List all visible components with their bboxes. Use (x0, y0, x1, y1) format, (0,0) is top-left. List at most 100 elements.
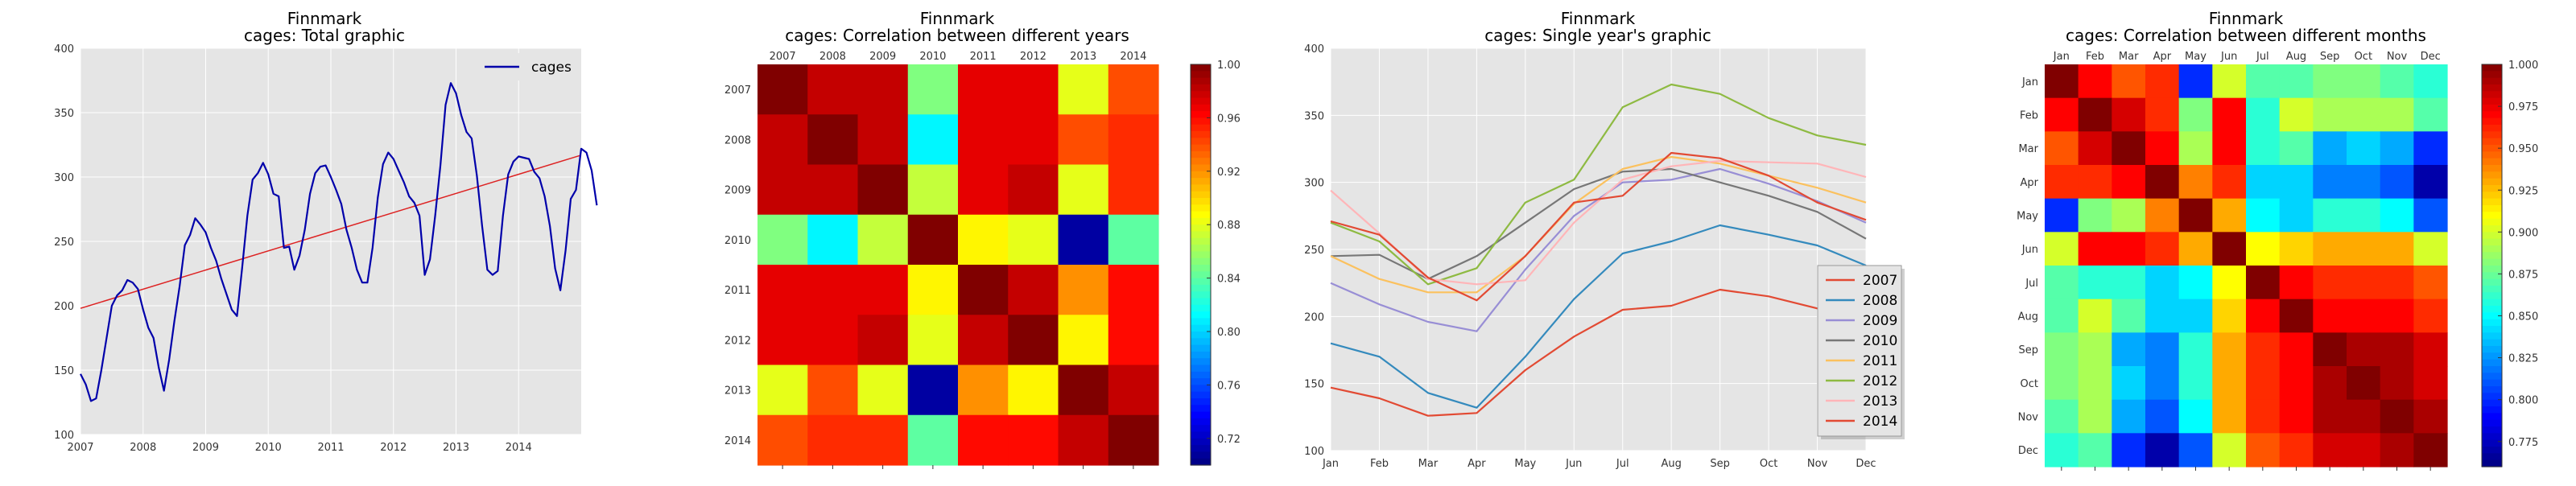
chart4-cell (2347, 332, 2381, 367)
chart4-cell (2380, 366, 2414, 401)
chart4-colorbar-segment (2482, 306, 2502, 313)
chart2-cell (1108, 214, 1159, 266)
chart2-colorbar-segment (1191, 84, 1211, 92)
chart2-colorbar-segment (1191, 344, 1211, 352)
chart4-cell (2380, 232, 2414, 266)
panel-month-correlation: Finnmark cages: Correlation between diff… (2017, 9, 2538, 471)
chart1-y-tick-label: 150 (54, 365, 74, 377)
panel-total-graphic: Finnmark cages: Total graphic 2007 2008 20… (54, 9, 598, 454)
chart1-legend: cages (475, 53, 575, 80)
chart3-ticks: Jan Feb Mar Apr May Jun Jul Aug Sep Oct Nov Dec 100 1… (1304, 43, 1876, 470)
chart2-colorbar-segment (1191, 445, 1211, 452)
chart2-colorbar-segment (1191, 237, 1211, 245)
chart4-cell (2380, 399, 2414, 434)
chart1-x-tick-label: 2007 (67, 442, 93, 454)
chart3-legend-label: 2008 (1863, 293, 1897, 309)
chart4-cell (2246, 399, 2281, 434)
chart2-colorbar-label: 0.80 (1217, 327, 1241, 339)
chart4-cell (2212, 433, 2247, 467)
chart4-cell (2078, 299, 2112, 333)
chart2-cell (1058, 364, 1109, 416)
chart1-ticks: 2007 2008 2009 2010 2011 2012 2013 2014 100 150 20… (54, 43, 532, 454)
chart4-cell (2279, 232, 2314, 266)
chart4-cell (2279, 433, 2314, 467)
chart4-colorbar-segment (2482, 245, 2502, 253)
chart2-colorbar-segment (1191, 385, 1211, 393)
chart4-cell (2178, 399, 2213, 434)
chart4-cell (2212, 366, 2247, 401)
chart2-colorbar-segment (1191, 391, 1211, 399)
chart4-cell (2347, 366, 2381, 401)
chart2-colorbar-segment (1191, 405, 1211, 413)
chart2-colorbar-segment (1191, 164, 1211, 172)
chart2-left-label: 2013 (724, 385, 751, 397)
chart4-cell (2279, 64, 2314, 99)
chart1-series (80, 82, 598, 402)
chart3-y-tick-label: 400 (1304, 43, 1324, 56)
chart4-colorbar-segment (2482, 319, 2502, 327)
chart4-cell (2112, 131, 2146, 166)
chart3-x-tick-label: Aug (1661, 458, 1681, 470)
chart4-cell (2380, 64, 2414, 99)
chart3-x-tick-label: May (1514, 458, 1536, 470)
chart2-colorbar-segment (1191, 104, 1211, 112)
chart2-top-label: 2009 (869, 51, 896, 63)
chart4-cell (2045, 299, 2079, 333)
chart2-colorbar-frame (1190, 64, 1212, 466)
chart4-colorbar-segment (2482, 399, 2502, 407)
chart4-cell (2380, 165, 2414, 200)
chart4-cell (2212, 97, 2247, 132)
chart2-cell (907, 214, 959, 266)
chart4-cell (2279, 131, 2314, 166)
chart4-colorbar-label: 0.925 (2508, 185, 2538, 197)
chart4-cell (2178, 198, 2213, 233)
chart4-top-label: Aug (2286, 51, 2306, 63)
chart4-colorbar-segment (2482, 171, 2502, 179)
chart2-left-label: 2012 (724, 335, 751, 347)
chart4-colorbar-segment (2482, 453, 2502, 461)
chart4-cell (2078, 366, 2112, 401)
chart4-cell (2145, 165, 2180, 200)
chart2-colorbar-segment (1191, 171, 1211, 179)
chart4-cell (2112, 198, 2146, 233)
chart4-colorbar-segment (2482, 312, 2502, 320)
chart4-cell (2145, 366, 2180, 401)
chart4-cell (2413, 332, 2448, 367)
chart3-series-line-2010 (1330, 167, 1867, 280)
chart2-cell (958, 315, 1009, 366)
chart2-cell (907, 265, 959, 315)
chart4-cell (2078, 399, 2112, 434)
chart3-x-tick-label: Jun (1565, 458, 1582, 470)
chart2-colorbar-segment (1191, 398, 1211, 406)
chart4-cell (2413, 266, 2448, 300)
chart4-cell (2279, 266, 2314, 300)
chart2-colorbar-label: 0.92 (1217, 167, 1241, 179)
chart2-cell (1108, 164, 1159, 216)
chart2-colorbar-segment (1191, 144, 1211, 152)
chart4-subtitle: cages: Correlation between different mon… (2066, 26, 2426, 45)
chart2-heatmap (758, 64, 1159, 466)
chart4-cell (2112, 366, 2146, 401)
chart3-legend-label: 2009 (1863, 313, 1897, 329)
chart4-cell (2178, 131, 2213, 166)
chart4-cell (2145, 198, 2180, 233)
chart4-cell (2380, 97, 2414, 132)
chart4-cell (2347, 97, 2381, 132)
chart4-colorbar-segment (2482, 178, 2502, 186)
chart2-top-label: 2013 (1070, 51, 1096, 63)
chart2-cell (807, 64, 859, 115)
chart4-cell (2145, 433, 2180, 467)
chart2-cell (857, 315, 909, 366)
chart4-top-label: Feb (2086, 51, 2104, 63)
panel-year-correlation: Finnmark cages: Correlation between diff… (724, 9, 1241, 469)
chart4-cell (2045, 433, 2079, 467)
chart4-colorbar-label: 0.825 (2508, 353, 2538, 365)
chart2-labels: 2007 2007 2008 2008 2009 2009 2010 2010 2011 2011… (724, 51, 1146, 469)
chart4-colorbar-segment (2482, 145, 2502, 152)
chart4-top-label: Jun (2220, 51, 2237, 63)
chart2-cell (907, 414, 959, 466)
chart4-colorbar-segment (2482, 71, 2502, 79)
chart2-left-label: 2011 (724, 285, 751, 297)
chart3-x-tick-label: Feb (1370, 458, 1389, 470)
chart2-cell (1108, 315, 1159, 366)
